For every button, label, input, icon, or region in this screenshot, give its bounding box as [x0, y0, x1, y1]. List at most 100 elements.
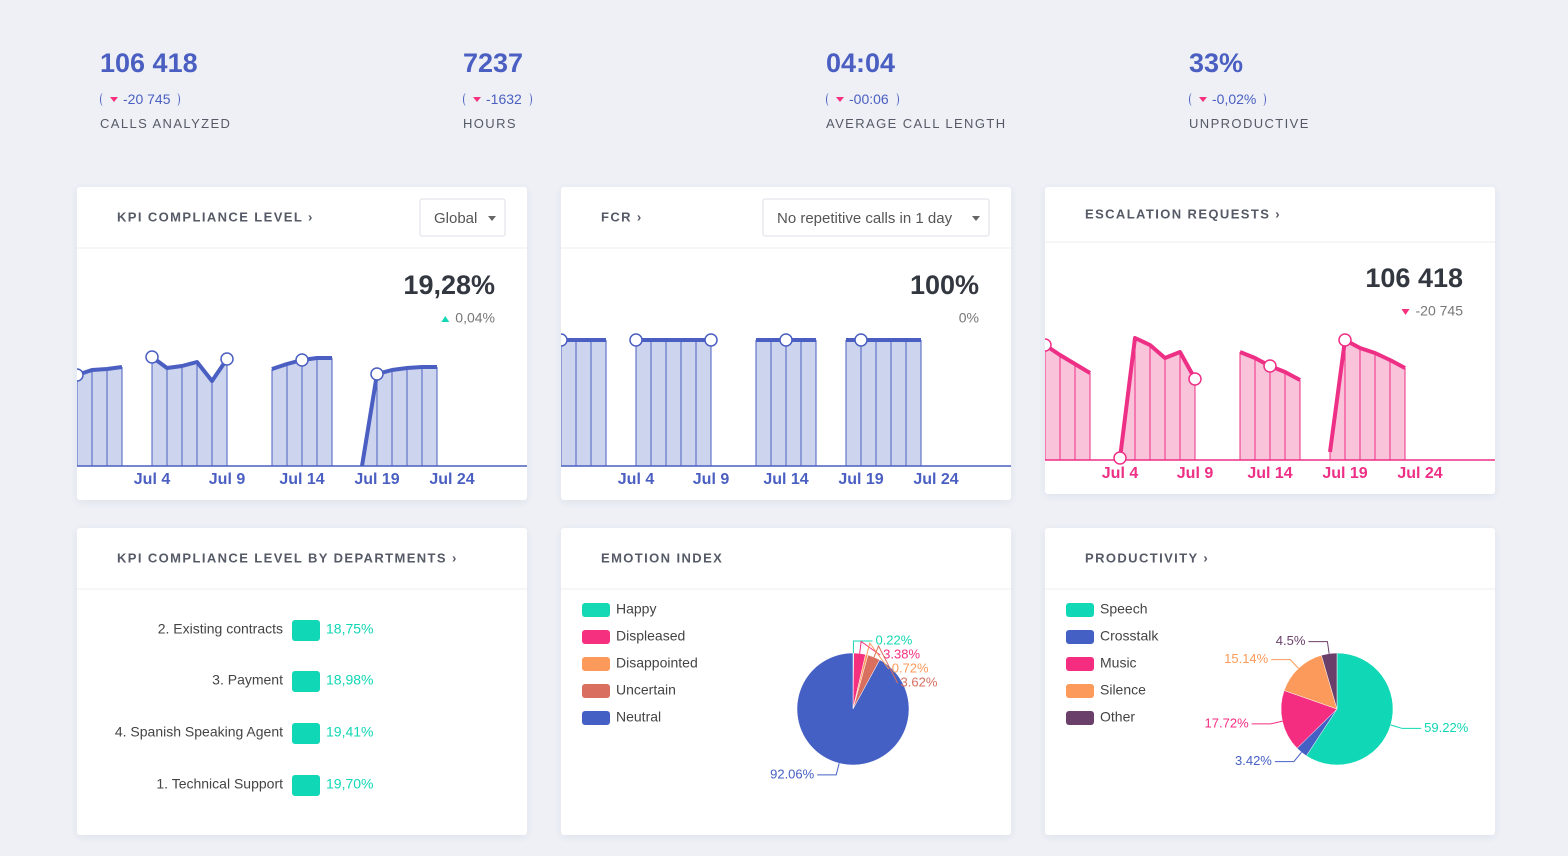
- paren: [826, 92, 831, 106]
- point-marker: [1338, 333, 1352, 347]
- card: EMOTION INDEX Happy Displeased Disappointed…: [561, 528, 1011, 835]
- bar: [292, 775, 320, 796]
- card: FCR › No repetitive calls in 1 day Jul 4 Ju…: [561, 187, 1011, 500]
- pie-slice: [796, 652, 910, 766]
- headline: 19,28%: [403, 270, 495, 300]
- point-marker: [1045, 338, 1052, 352]
- leader-line: [873, 644, 898, 684]
- card-title: PRODUCTIVITY ›: [1085, 550, 1209, 565]
- down-arrow: [110, 96, 118, 102]
- summary-label: AVERAGE CALL LENGTH: [826, 116, 1007, 131]
- paren: [1189, 92, 1194, 106]
- point-marker: [854, 333, 868, 347]
- category-label: 1. Technical Support: [156, 776, 283, 792]
- summary-value: 7237: [463, 48, 524, 78]
- change: 0%: [959, 310, 979, 326]
- x-tick-label: Jul 19: [838, 471, 883, 488]
- card-title: KPI COMPLIANCE LEVEL BY DEPARTMENTS ›: [117, 550, 458, 565]
- dropdown-label: No repetitive calls in 1 day: [777, 210, 953, 227]
- change: -20 745: [1416, 303, 1464, 319]
- summary-label: CALLS ANALYZED: [100, 116, 232, 131]
- dropdown[interactable]: Global: [419, 198, 506, 237]
- point-marker: [370, 367, 384, 381]
- paren: [894, 92, 899, 106]
- card-canvas: FCR › No repetitive calls in 1 day Jul 4 Ju…: [561, 198, 1011, 488]
- change-value: -20 745: [123, 91, 171, 107]
- dropdown[interactable]: No repetitive calls in 1 day: [762, 198, 990, 237]
- value-label: 4.5%: [1276, 633, 1306, 648]
- leader-line: [1274, 751, 1302, 763]
- area: [1045, 338, 1405, 460]
- pie-slice: [1283, 654, 1338, 710]
- value-label: 3.42%: [1235, 753, 1272, 768]
- card: KPI COMPLIANCE LEVEL BY DEPARTMENTS › 2. …: [77, 528, 527, 835]
- leader-line: [859, 640, 881, 656]
- leader-line: [866, 641, 890, 670]
- category-label: 3. Payment: [212, 672, 283, 688]
- point-marker: [145, 350, 159, 364]
- value-label: 59.22%: [1424, 720, 1469, 735]
- dropdown-box: [419, 198, 506, 237]
- point-marker: [1188, 372, 1202, 386]
- dropdown-caret: [488, 216, 496, 221]
- legend-label: Displeased: [616, 628, 685, 644]
- card-title: EMOTION INDEX: [601, 550, 723, 565]
- legend-swatch: [1066, 657, 1094, 671]
- point-marker: [295, 353, 309, 367]
- x-tick-label: Jul 24: [429, 471, 474, 488]
- point-marker: [220, 352, 234, 366]
- dropdown-box: [762, 198, 990, 237]
- point-marker: [561, 333, 568, 347]
- value-label: 15.14%: [1224, 651, 1269, 666]
- legend-swatch: [582, 630, 610, 644]
- leader-line: [1251, 720, 1283, 725]
- value-label: 18,98%: [326, 672, 373, 688]
- leader-line: [817, 763, 840, 776]
- card: ESCALATION REQUESTS › Jul 4 Jul 9 Jul 14 Jul…: [1045, 187, 1495, 494]
- legend-label: Disappointed: [616, 655, 698, 671]
- change-arrow: [1401, 309, 1410, 315]
- x-tick-label: Jul 24: [913, 471, 958, 488]
- value-label: 19,70%: [326, 776, 373, 792]
- card-canvas: KPI COMPLIANCE LEVEL BY DEPARTMENTS › 2. …: [77, 550, 527, 796]
- value-label: 3.62%: [901, 674, 938, 689]
- value-label: 3.38%: [883, 646, 920, 661]
- x-tick-label: Jul 14: [279, 471, 324, 488]
- category-label: 4. Spanish Speaking Agent: [115, 724, 283, 740]
- legend-swatch: [582, 657, 610, 671]
- card-title: KPI COMPLIANCE LEVEL ›: [117, 209, 314, 224]
- paren: [1261, 92, 1267, 106]
- point-marker: [1263, 359, 1277, 373]
- line: [1045, 336, 1406, 459]
- card-title: FCR ›: [601, 209, 643, 224]
- x-tick-label: Jul 4: [1102, 465, 1139, 482]
- legend-swatch: [582, 684, 610, 698]
- card-canvas: ESCALATION REQUESTS › Jul 4 Jul 9 Jul 14 Jul…: [1045, 206, 1495, 482]
- summary-value: 106 418: [100, 48, 198, 78]
- card-canvas: EMOTION INDEX Happy Displeased Disappointed…: [561, 550, 1011, 781]
- legend-label: Silence: [1100, 682, 1146, 698]
- summary-change: -1632: [463, 88, 803, 110]
- pie-slice: [1321, 652, 1338, 710]
- card: KPI COMPLIANCE LEVEL › Global Jul 4 Jul 9 Ju…: [77, 187, 527, 500]
- legend-label: Neutral: [616, 709, 661, 725]
- card: PRODUCTIVITY › Speech Crosstalk Music Silenc…: [1045, 528, 1495, 835]
- leader-line: [1271, 659, 1299, 669]
- value-label: 92.06%: [770, 766, 815, 781]
- legend-label: Crosstalk: [1100, 628, 1159, 644]
- summary-label: UNPRODUCTIVE: [1189, 116, 1310, 131]
- legend-swatch: [1066, 630, 1094, 644]
- summary-item: 04:04 -00:06 AVERAGE CALL LENGTH: [826, 48, 1166, 131]
- paren: [100, 92, 105, 106]
- legend-swatch: [582, 711, 610, 725]
- headline: 100%: [910, 270, 979, 300]
- x-tick-label: Jul 4: [134, 471, 171, 488]
- paren: [527, 92, 532, 106]
- card-title: ESCALATION REQUESTS ›: [1085, 206, 1281, 221]
- dropdown-caret: [972, 216, 980, 221]
- x-tick-label: Jul 14: [1247, 465, 1292, 482]
- summary-label: HOURS: [463, 116, 517, 131]
- bar: [292, 620, 320, 641]
- value-label: 0.22%: [875, 632, 912, 647]
- x-tick-label: Jul 19: [354, 471, 399, 488]
